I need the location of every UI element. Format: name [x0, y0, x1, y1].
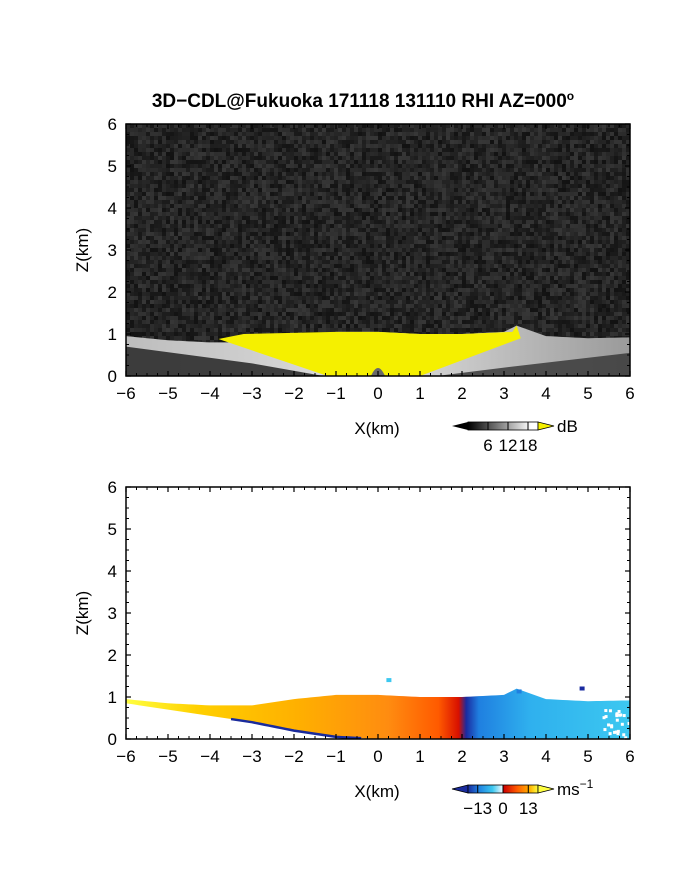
- velocity-isolated-pixel: [386, 678, 392, 683]
- velocity-speckle: [622, 714, 626, 718]
- x-tick-label: −2: [284, 384, 303, 403]
- x-tick-label: −3: [242, 384, 261, 403]
- velocity-speckle: [627, 722, 630, 726]
- x-tick-label: −6: [116, 384, 135, 403]
- velocity-echo-area: [126, 688, 630, 739]
- reflectivity-lower-left-dark: [126, 346, 324, 376]
- reflectivity-lower-right-dark: [436, 352, 630, 376]
- y-tick-label: 4: [108, 562, 117, 581]
- y-tick-label: 6: [108, 115, 117, 134]
- x-tick-label: 1: [415, 384, 424, 403]
- velocity-speckle: [620, 722, 624, 726]
- velocity-speckle: [615, 714, 619, 718]
- reflectivity-plot-frame: [125, 123, 631, 377]
- x-tick-label: −6: [116, 747, 135, 766]
- x-tick-label: 6: [625, 384, 634, 403]
- colorbar-tick-label: 18: [519, 436, 538, 455]
- y-tick-label: 5: [108, 157, 117, 176]
- x-tick-label: −4: [200, 747, 219, 766]
- velocity-speckle: [614, 730, 618, 734]
- velocity-speckle: [615, 718, 619, 722]
- reflectivity-echo-layer: [126, 325, 630, 376]
- x-tick-label: 5: [583, 747, 592, 766]
- x-tick-label: 3: [499, 747, 508, 766]
- velocity-lower-edge-fringe: [230, 717, 362, 739]
- velocity-colorbar-under: [451, 784, 469, 794]
- reflectivity-colorbar-under: [452, 422, 468, 430]
- reflectivity-saturated-region: [218, 325, 521, 376]
- x-tick-label: 0: [373, 747, 382, 766]
- y-tick-label: 3: [108, 241, 117, 260]
- colorbar-tick-label: 0: [498, 799, 507, 818]
- velocity-speckle: [617, 709, 621, 713]
- y-tick-label: 2: [108, 283, 117, 302]
- x-tick-label: 6: [625, 747, 634, 766]
- y-tick-label: 2: [108, 646, 117, 665]
- colorbar-tick-label: 13: [519, 799, 538, 818]
- x-tick-label: −5: [158, 384, 177, 403]
- x-tick-label: 0: [373, 384, 382, 403]
- x-tick-label: 4: [541, 747, 550, 766]
- reflectivity-y-label: Z(km): [73, 228, 92, 272]
- velocity-panel: −6 −5 −4 −3 −2 −1 0 1 2 3 4 5 6 0 1 2 3 4 5 6 Z(km) X(km) −…: [73, 478, 635, 818]
- velocity-speckle: [604, 715, 608, 719]
- y-tick-label: 1: [108, 688, 117, 707]
- x-tick-label: 1: [415, 747, 424, 766]
- velocity-speckle: [616, 732, 620, 736]
- colorbar-tick-label: 6: [483, 436, 492, 455]
- velocity-speckle: [618, 713, 622, 717]
- x-tick-label: −1: [326, 747, 345, 766]
- velocity-speckle: [622, 733, 626, 737]
- velocity-y-label: Z(km): [73, 591, 92, 635]
- colorbar-tick-label: −13: [463, 799, 492, 818]
- x-tick-label: 5: [583, 384, 592, 403]
- y-tick-label: 0: [108, 367, 117, 386]
- reflectivity-noise-field: [126, 124, 630, 376]
- x-tick-label: −5: [158, 747, 177, 766]
- y-tick-label: 6: [108, 478, 117, 497]
- x-tick-label: −4: [200, 384, 219, 403]
- velocity-x-label: X(km): [354, 782, 399, 801]
- velocity-isolated-pixel: [516, 689, 522, 694]
- reflectivity-x-label: X(km): [354, 419, 399, 438]
- velocity-speckle: [607, 723, 611, 727]
- figure-title: 3D−CDL@Fukuoka 171118 131110 RHI AZ=000o: [152, 89, 574, 112]
- velocity-colorbar: −13 0 13 ms−1: [451, 777, 594, 818]
- x-tick-label: 2: [457, 747, 466, 766]
- y-tick-label: 1: [108, 325, 117, 344]
- velocity-speckle: [604, 709, 608, 713]
- y-tick-label: 5: [108, 520, 117, 539]
- velocity-speckle: [602, 716, 606, 720]
- velocity-plot-frame: [125, 486, 631, 740]
- velocity-echo-layer: [126, 678, 630, 739]
- x-tick-label: 2: [457, 384, 466, 403]
- reflectivity-colorbar: 6 12 18 dB: [452, 417, 578, 455]
- velocity-speckle: [610, 725, 614, 729]
- velocity-speckle: [608, 709, 612, 713]
- reflectivity-colorbar-unit: dB: [557, 417, 578, 436]
- y-tick-label: 4: [108, 199, 117, 218]
- x-tick-label: 3: [499, 384, 508, 403]
- velocity-colorbar-unit: ms−1: [557, 777, 594, 799]
- velocity-speckle: [616, 729, 620, 733]
- x-tick-label: −2: [284, 747, 303, 766]
- velocity-speckle: [613, 730, 617, 734]
- y-tick-label: 0: [108, 730, 117, 749]
- y-tick-label: 3: [108, 604, 117, 623]
- velocity-speckle: [608, 732, 612, 736]
- x-tick-label: 4: [541, 384, 550, 403]
- velocity-speckle: [624, 736, 628, 739]
- velocity-colorbar-over: [537, 784, 555, 794]
- reflectivity-axes: −6 −5 −4 −3 −2 −1 0 1 2 3 4 5 6 0 1 2 3 4 5 6: [108, 115, 635, 403]
- velocity-speckle: [603, 728, 607, 732]
- colorbar-tick-label: 12: [499, 436, 518, 455]
- reflectivity-colorbar-over: [537, 421, 555, 431]
- velocity-isolated-pixel: [579, 686, 585, 691]
- x-tick-label: −3: [242, 747, 261, 766]
- x-tick-label: −1: [326, 384, 345, 403]
